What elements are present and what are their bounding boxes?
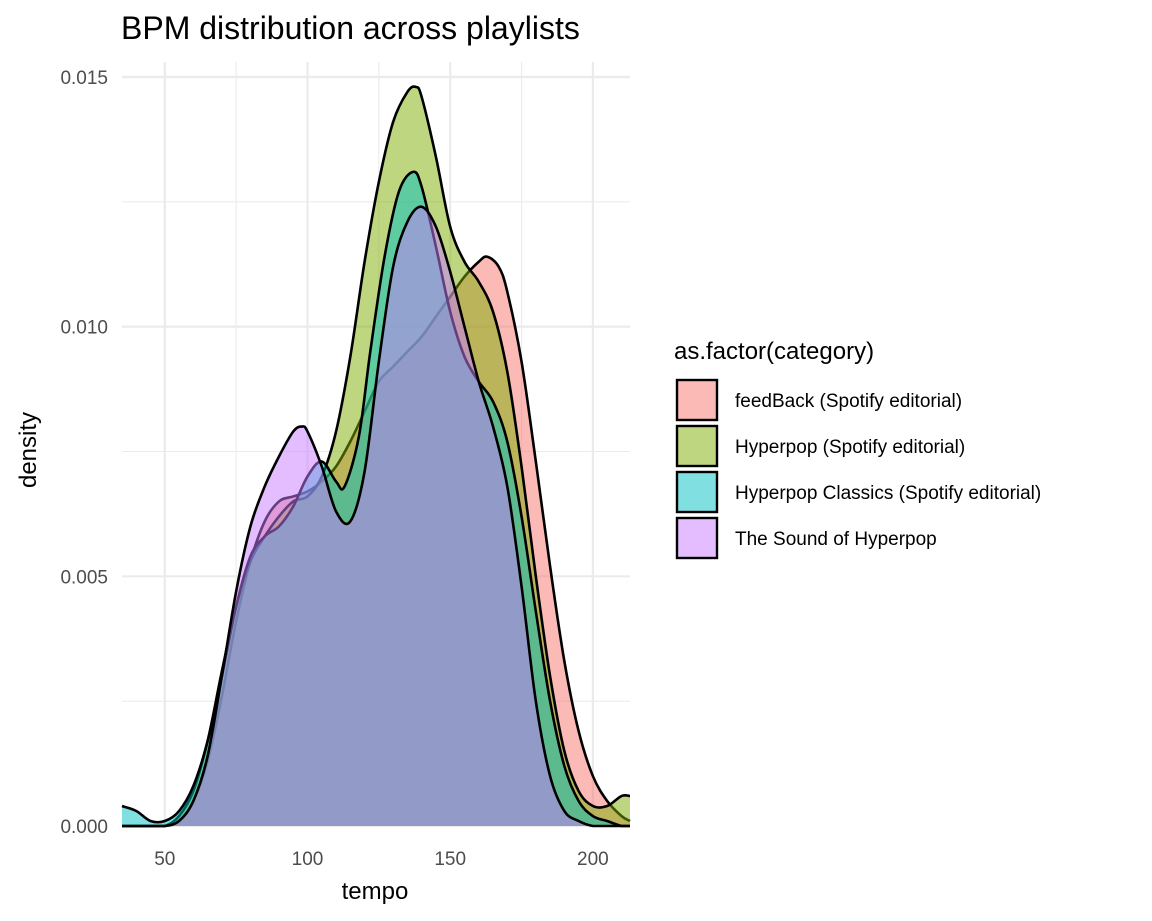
legend-key-series-2 [675,424,719,468]
legend-label-series-4: The Sound of Hyperpop [735,529,937,550]
x-tick-label: 100 [292,849,324,870]
y-axis-title: density [15,412,42,488]
x-axis-title: tempo [342,878,409,905]
legend: feedBack (Spotify editorial) Hyperpop (Sp… [675,378,1041,560]
y-tick-label: 0.010 [60,318,108,339]
legend-key-series-3 [675,470,719,514]
y-axis-ticks: 0.000 0.005 0.010 0.015 [60,68,108,838]
x-tick-label: 200 [577,849,609,870]
y-tick-label: 0.000 [60,817,108,838]
legend-key-series-4 [675,516,719,560]
y-tick-label: 0.015 [60,68,108,89]
legend-key-series-1 [675,378,719,422]
x-tick-label: 50 [154,849,175,870]
density-area-series-4 [122,206,630,826]
legend-label-series-3: Hyperpop Classics (Spotify editorial) [735,483,1041,504]
legend-label-series-2: Hyperpop (Spotify editorial) [735,437,965,458]
legend-title: as.factor(category) [674,338,874,365]
y-tick-label: 0.005 [60,567,108,588]
legend-label-series-1: feedBack (Spotify editorial) [735,391,962,412]
x-tick-label: 150 [434,849,466,870]
density-outline-series-3 [121,170,630,828]
density-areas [121,85,631,828]
density-outline-series-4 [121,205,630,828]
x-axis-ticks: 50 100 150 200 [154,849,609,870]
chart-title: BPM distribution across playlists [121,10,580,46]
